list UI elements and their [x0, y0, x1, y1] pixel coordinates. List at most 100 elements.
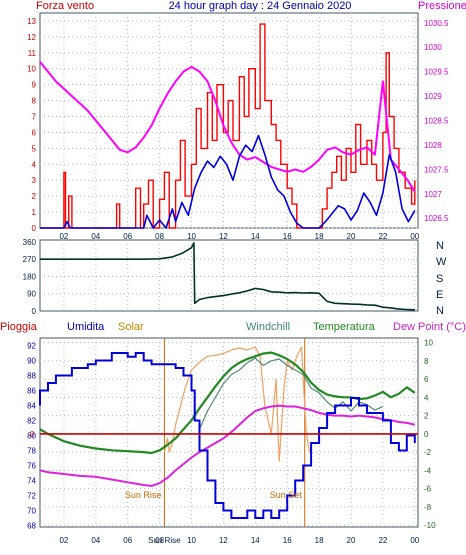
hour-tick-label: 08: [155, 536, 164, 545]
hour-tick-label: 22: [378, 536, 387, 545]
hour-tick-label: 04: [91, 232, 100, 241]
wind-tick-label: 13: [27, 17, 36, 26]
humidity-tick-label: 80: [27, 432, 36, 441]
hour-tick-label: 18: [315, 536, 324, 545]
compass-label: S: [436, 273, 443, 285]
temperature-tick-label: -4: [424, 466, 432, 475]
compass-label: N: [436, 305, 444, 317]
humidity-tick-label: 78: [27, 447, 36, 456]
humidity-chart-frame: [39, 337, 419, 528]
pressure-tick-label: 1029.5: [424, 68, 449, 77]
humidity-tick-label: 76: [27, 462, 36, 471]
wind-tick-label: 4: [32, 160, 37, 169]
direction-chart-frame: [39, 239, 419, 312]
hour-tick-label: 18: [315, 232, 324, 241]
temperature-tick-label: 8: [424, 357, 429, 366]
temperature-tick-label: -8: [424, 503, 432, 512]
humidity-tick-label: 74: [27, 477, 36, 486]
pressure-tick-label: 1027: [424, 190, 442, 199]
wind-tick-label: 0: [32, 224, 37, 233]
wind-chart-frame: [39, 12, 419, 229]
direction-tick-label: 360: [23, 238, 37, 247]
hour-tick-label: 22: [378, 232, 387, 241]
wind-tick-label: 1: [32, 208, 37, 217]
wind-tick-label: 7: [32, 113, 37, 122]
hour-tick-label: 20: [347, 232, 356, 241]
sunrise-annotation: Sun Rise: [125, 490, 162, 500]
hour-tick-label: 14: [251, 536, 260, 545]
compass-label: E: [436, 289, 443, 301]
temperature-tick-label: 0: [424, 430, 429, 439]
hour-tick-label: 14: [251, 232, 260, 241]
humidity-series: [39, 352, 416, 519]
hour-tick-label: 04: [91, 536, 100, 545]
hour-tick-label: 10: [187, 536, 196, 545]
wind-average-series: [40, 134, 416, 229]
pressure-tick-label: 1028.5: [424, 117, 449, 126]
hour-tick-label: 20: [347, 536, 356, 545]
hour-tick-label: 16: [283, 536, 292, 545]
pressure-tick-label: 1028: [424, 141, 442, 150]
hour-tick-label: 00: [410, 232, 419, 241]
legend-label: Solar: [118, 321, 144, 333]
wind-tick-label: 5: [32, 144, 37, 153]
hour-tick-label: 08: [155, 232, 164, 241]
temperature-tick-label: 10: [424, 339, 433, 348]
header-wind-label: Forza vento: [36, 0, 94, 12]
humidity-tick-label: 90: [27, 357, 36, 366]
wind-gust-series: [40, 23, 416, 229]
header-pressure-label: Pressione: [418, 0, 466, 12]
humidity-tick-label: 70: [27, 507, 36, 516]
hour-tick-label: 00: [410, 536, 419, 545]
legend-label: Windchill: [246, 321, 290, 333]
hour-tick-label: 02: [59, 536, 68, 545]
legend-label: Temperatura: [313, 321, 376, 333]
legend-label: Umidita: [67, 321, 105, 333]
wind-tick-label: 10: [27, 65, 36, 74]
humidity-tick-label: 72: [27, 492, 36, 501]
wind-tick-label: 6: [32, 128, 37, 137]
pressure-tick-label: 1030.5: [424, 19, 449, 28]
wind-tick-label: 8: [32, 97, 37, 106]
temperature-tick-label: -10: [424, 521, 436, 530]
temperature-tick-label: 2: [424, 412, 429, 421]
pressure-series: [39, 61, 416, 192]
humidity-tick-label: 82: [27, 417, 36, 426]
hour-tick-label: Sun Rise: [148, 536, 181, 545]
humidity-tick-label: 86: [27, 387, 36, 396]
wind-tick-label: 3: [32, 176, 37, 185]
hour-tick-label: 10: [187, 232, 196, 241]
pressure-tick-label: 1030: [424, 43, 442, 52]
wind-tick-label: 11: [28, 49, 37, 58]
compass-label: W: [436, 256, 447, 268]
rain-zero-label: 0: [30, 430, 35, 439]
temperature-series: [39, 351, 416, 455]
temperature-tick-label: -6: [424, 485, 432, 494]
windchill-series: [198, 357, 384, 430]
hour-tick-label: 12: [219, 536, 228, 545]
pressure-tick-label: 1029: [424, 92, 442, 101]
direction-tick-label: 180: [23, 272, 37, 281]
humidity-tick-label: 92: [27, 342, 36, 351]
humidity-tick-label: 84: [27, 402, 36, 411]
header-title: 24 hour graph day : 24 Gennaio 2020: [169, 0, 352, 12]
wind-tick-label: 2: [32, 192, 37, 201]
solar-series: [163, 346, 311, 462]
compass-label: N: [436, 240, 444, 252]
wind-tick-label: 9: [32, 81, 37, 90]
humidity-tick-label: 68: [27, 522, 36, 531]
hour-tick-label: 06: [123, 536, 132, 545]
hour-tick-label: 12: [219, 232, 228, 241]
temperature-tick-label: -2: [424, 448, 432, 457]
temperature-tick-label: 4: [424, 393, 429, 402]
hour-tick-label: 16: [283, 232, 292, 241]
dewpoint-series: [39, 404, 416, 487]
legend-label: Dew Point (°C): [393, 321, 466, 333]
direction-tick-label: 0: [32, 307, 37, 316]
hour-tick-label: 02: [59, 232, 68, 241]
temperature-tick-label: 6: [424, 375, 429, 384]
pressure-tick-label: 1027.5: [424, 165, 449, 174]
legend-label: Pioggia: [0, 321, 38, 333]
